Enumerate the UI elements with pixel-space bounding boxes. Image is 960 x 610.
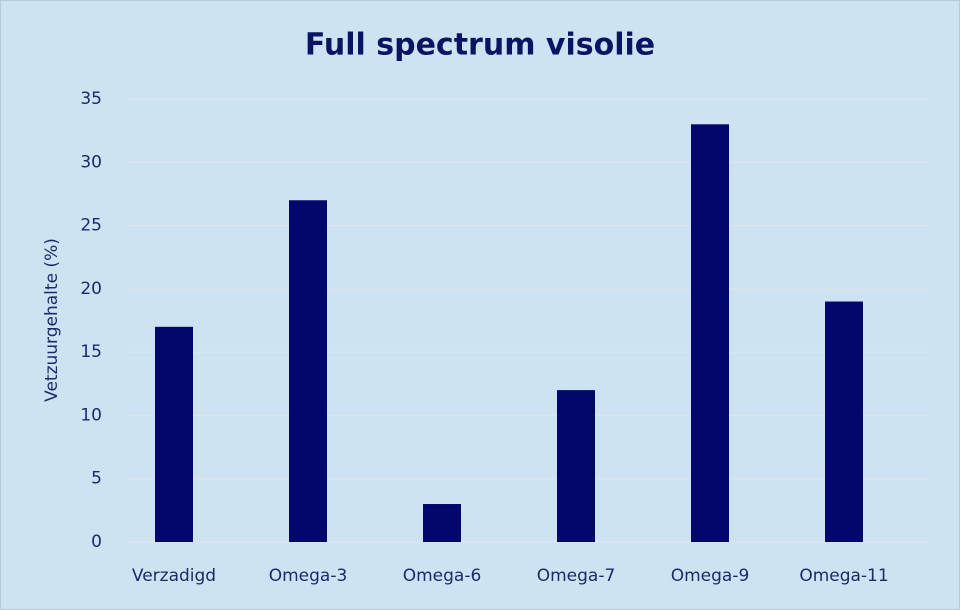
x-tick-label: Omega-9	[671, 566, 750, 586]
bar	[289, 200, 327, 542]
x-tick-label: Omega-3	[269, 566, 348, 586]
y-tick-label: 30	[80, 152, 102, 172]
bar	[155, 326, 193, 542]
bar	[691, 124, 729, 543]
chart-title: Full spectrum visolie	[305, 28, 655, 63]
bar	[825, 301, 863, 542]
x-tick-label: Omega-11	[799, 566, 888, 586]
x-tick-label: Omega-6	[403, 566, 482, 586]
bar	[557, 390, 595, 542]
bar	[423, 504, 461, 542]
y-tick-label: 15	[80, 342, 102, 362]
x-tick-label: Verzadigd	[132, 566, 216, 586]
y-tick-label: 5	[91, 469, 102, 489]
y-axis-label: Vetzuurgehalte (%)	[42, 238, 62, 402]
y-tick-label: 20	[80, 279, 102, 299]
y-tick-label: 10	[80, 405, 102, 425]
x-tick-label: Omega-7	[537, 566, 616, 586]
y-tick-label: 35	[80, 89, 102, 109]
y-tick-label: 25	[80, 216, 102, 236]
y-tick-label: 0	[91, 532, 102, 552]
